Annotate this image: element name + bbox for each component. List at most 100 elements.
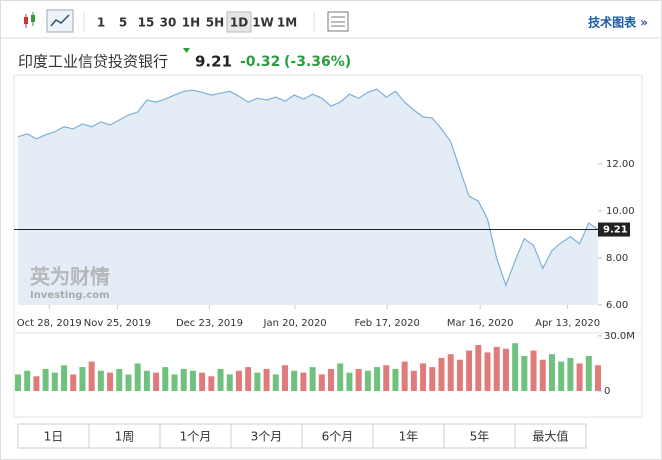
y-tick-label: 0: [604, 386, 610, 397]
volume-bar: [300, 372, 307, 391]
volume-bar: [33, 376, 40, 391]
volume-bar: [15, 374, 21, 391]
range-button[interactable]: [88, 423, 161, 449]
volume-bar: [97, 370, 104, 391]
x-tick-label: Apr 13, 2020: [535, 318, 600, 329]
line-icon-glyph: [50, 14, 70, 27]
range-label: 1周: [115, 430, 135, 444]
volume-bar: [466, 350, 473, 391]
volume-bar: [51, 372, 58, 391]
range-button[interactable]: [301, 423, 374, 449]
volume-bar: [502, 348, 509, 391]
range-button[interactable]: [372, 423, 445, 449]
volume-bar: [254, 372, 261, 391]
price-line: [17, 88, 599, 288]
y-tick-label: 6.00: [606, 300, 628, 311]
interval-selected-bg: [226, 11, 252, 33]
range-button[interactable]: [514, 423, 587, 449]
volume-bar: [263, 368, 270, 391]
volume-bar: [291, 370, 298, 391]
y-tick-label: 8.00: [606, 253, 628, 264]
range-button[interactable]: [230, 423, 303, 449]
flag-icon: [183, 48, 190, 53]
y-tick-label: 30.0M: [604, 331, 635, 342]
volume-bar: [180, 368, 187, 391]
interval-button[interactable]: 5: [119, 16, 127, 30]
range-label: 最大值: [532, 429, 568, 444]
volume-bar: [199, 372, 206, 391]
range-label: 1个月: [180, 430, 212, 444]
volume-bar: [318, 374, 325, 391]
volume-bar: [475, 345, 482, 391]
x-tick-label: Dec 23, 2019: [176, 318, 243, 329]
volume-bar: [595, 365, 601, 391]
volume-bar: [245, 367, 252, 391]
interval-button[interactable]: 1: [97, 16, 105, 30]
volume-bar: [281, 365, 288, 391]
volume-bar: [143, 370, 150, 391]
y-tick-label: 10.00: [606, 206, 635, 217]
volume-bar: [153, 372, 160, 391]
y-tick-label: 12.00: [606, 159, 635, 170]
volume-bar: [484, 352, 491, 391]
volume-bar: [392, 368, 399, 391]
range-label: 6个月: [322, 430, 354, 444]
volume-bar: [42, 368, 49, 391]
volume-bar: [309, 367, 316, 391]
interval-button[interactable]: 1D: [230, 16, 248, 30]
volume-bar: [429, 367, 436, 391]
volume-bar: [134, 363, 141, 391]
volume-bar: [217, 368, 224, 391]
volume-bar: [107, 372, 114, 391]
volume-bar: [328, 368, 335, 391]
volume-bar: [24, 370, 31, 391]
interval-button[interactable]: 15: [138, 16, 155, 30]
volume-bar: [548, 354, 555, 391]
volume-bar: [576, 363, 583, 391]
price-area: [18, 89, 598, 305]
volume-bar: [567, 357, 574, 391]
volume-bar: [539, 359, 546, 391]
last-price-badge: [598, 222, 630, 237]
interval-button[interactable]: 1M: [277, 16, 297, 30]
x-tick-label: Feb 17, 2020: [354, 318, 419, 329]
volume-bar: [61, 365, 68, 391]
volume-bar: [79, 367, 86, 391]
instrument-name: 印度工业信贷投资银行: [18, 53, 168, 71]
volume-bar: [456, 359, 463, 391]
volume-bar: [521, 356, 528, 391]
volume-bar: [410, 370, 417, 391]
volume-bar: [208, 376, 215, 391]
range-button[interactable]: [443, 423, 516, 449]
volume-bar: [585, 356, 592, 391]
volume-bar: [374, 367, 381, 391]
interval-button[interactable]: 5H: [206, 16, 224, 30]
technical-chart-link[interactable]: 技术图表 »: [588, 15, 648, 30]
volume-bar: [125, 374, 132, 391]
volume-bar: [512, 343, 519, 391]
volume-bar: [70, 374, 77, 391]
volume-bar: [226, 374, 233, 391]
interval-button[interactable]: 30: [160, 16, 177, 30]
candle-icon[interactable]: [24, 12, 35, 28]
volume-bar: [116, 368, 123, 391]
interval-button[interactable]: 1H: [182, 16, 200, 30]
volume-bar: [235, 370, 242, 391]
volume-bar: [162, 367, 169, 391]
volume-bar: [401, 361, 408, 391]
watermark-subtitle: Investing.com: [30, 290, 110, 301]
watermark-title: 英为财情: [30, 265, 110, 289]
volume-bar: [355, 368, 362, 391]
price-change: -0.32: [240, 54, 280, 70]
interval-button[interactable]: 1W: [252, 16, 274, 30]
volume-bar: [530, 350, 537, 391]
volume-bar: [558, 361, 565, 391]
range-label: 3个月: [251, 430, 283, 444]
x-tick-label: Mar 16, 2020: [447, 318, 514, 329]
x-tick-label: Oct 28, 2019: [17, 318, 82, 329]
volume-bar: [272, 374, 279, 391]
line-icon[interactable]: [46, 9, 74, 33]
x-tick-label: Jan 20, 2020: [263, 318, 327, 329]
last-price: 9.21: [195, 53, 232, 71]
